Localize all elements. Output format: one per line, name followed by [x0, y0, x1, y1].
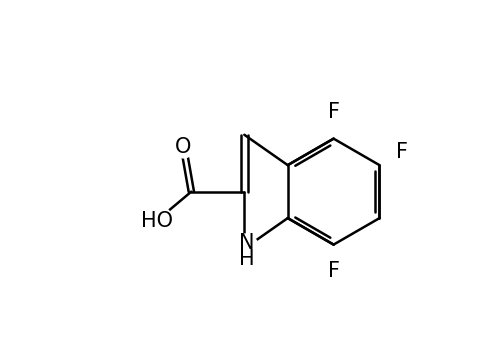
Circle shape — [229, 234, 258, 263]
Text: O: O — [175, 137, 191, 157]
Text: F: F — [327, 261, 339, 281]
Text: H: H — [239, 249, 254, 269]
Circle shape — [391, 141, 412, 162]
Text: F: F — [396, 142, 407, 162]
Text: HO: HO — [141, 211, 172, 230]
Circle shape — [323, 261, 344, 282]
Circle shape — [173, 137, 194, 158]
Circle shape — [141, 205, 172, 236]
Text: F: F — [327, 102, 339, 122]
Text: N: N — [239, 233, 254, 253]
Circle shape — [323, 102, 344, 123]
